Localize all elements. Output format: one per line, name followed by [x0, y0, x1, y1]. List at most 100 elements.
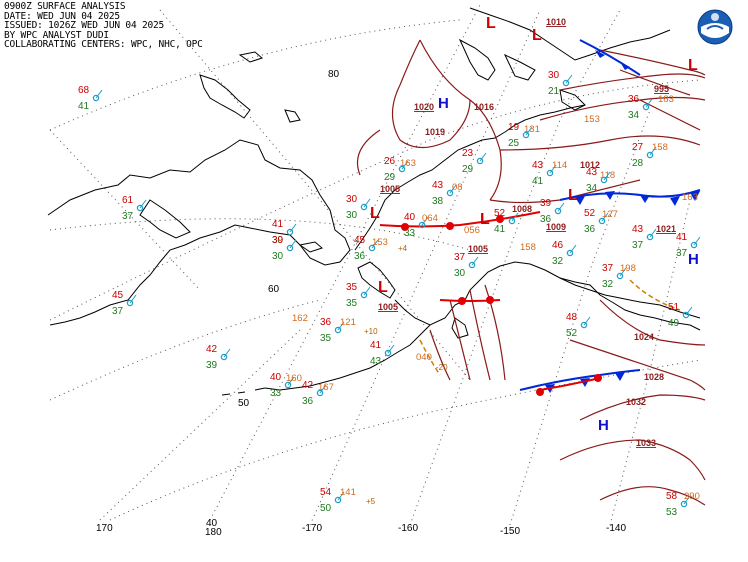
- station-circle: [646, 151, 654, 159]
- center-pressure-label: 1033: [636, 438, 656, 448]
- low-center: L: [486, 15, 496, 32]
- pressure-centers: H H H L L L L L L L: [370, 15, 699, 434]
- center-pressure-label: 1009: [546, 222, 566, 232]
- station-temperature: 40: [270, 372, 282, 383]
- station-temperature: 43: [532, 160, 544, 171]
- station-dewpoint: 37: [676, 248, 688, 259]
- station-temperature: 61: [122, 195, 134, 206]
- station-temperature: 35: [346, 282, 358, 293]
- isobar-label: 1016: [474, 102, 494, 112]
- station-dewpoint: 34: [628, 110, 640, 121]
- station-circle: [566, 249, 574, 257]
- tendency: +4: [398, 244, 408, 253]
- wind-barb: [511, 212, 519, 222]
- station-temperature: 48: [566, 312, 578, 323]
- station-dewpoint: 33: [404, 228, 416, 239]
- alaska-southwest: [394, 261, 701, 326]
- graticule: [49, 4, 701, 526]
- wrangel-island: [238, 51, 263, 63]
- station-circle: [368, 244, 376, 252]
- station-dewpoint: 41: [78, 101, 90, 112]
- wind-barb: [287, 376, 295, 386]
- lat-label: 40: [206, 518, 218, 529]
- station-temperature: 54: [320, 487, 332, 498]
- station-temperature: 42: [302, 380, 314, 391]
- station-dewpoint: 39: [206, 360, 218, 371]
- station-temperature: 43: [632, 224, 644, 235]
- pressure-code: 040: [416, 352, 432, 363]
- header-date: DATE: WED JUN 04 2025: [4, 10, 120, 22]
- wind-barb: [619, 267, 627, 277]
- wind-barb: [569, 244, 577, 254]
- station-circle: [646, 233, 654, 241]
- station-dewpoint: 50: [320, 503, 332, 514]
- low-center: L: [532, 27, 542, 44]
- station-circle: [136, 204, 144, 212]
- station-temperature: 58: [666, 491, 678, 502]
- station-circle: [446, 189, 454, 197]
- station-temperature: 68: [78, 85, 90, 96]
- wind-barb: [363, 286, 371, 296]
- lon-label: -150: [500, 526, 520, 537]
- station-dewpoint: 53: [666, 507, 678, 518]
- station-dewpoint: 52: [566, 328, 578, 339]
- station-temperature: 52: [584, 208, 596, 219]
- aleutians: [221, 387, 266, 396]
- station-circle: [522, 131, 530, 139]
- station-temperature: 41: [676, 232, 688, 243]
- wind-barb: [319, 384, 327, 394]
- lon-label: 170: [96, 523, 113, 534]
- station-circle: [286, 228, 294, 236]
- lat-label: 50: [238, 398, 250, 409]
- isobar-label: 1024: [634, 332, 654, 342]
- wind-barb: [549, 164, 557, 174]
- pressure-code: 163: [400, 158, 416, 169]
- station-temperature: 45: [354, 235, 366, 246]
- seward-peninsula: [357, 261, 396, 299]
- pressure-code: 153: [584, 114, 600, 125]
- station-dewpoint: 29: [384, 172, 396, 183]
- pressure-code: 158: [520, 242, 536, 253]
- header-analyst: BY WPC ANALYST DUDI: [4, 29, 109, 41]
- station-dewpoint: 28: [632, 158, 644, 169]
- station-dewpoint: 37: [112, 306, 124, 317]
- kodiak-island: [451, 317, 469, 339]
- wind-barb: [525, 126, 533, 136]
- station-temperature: 19: [508, 122, 520, 133]
- chukotka-coast: [199, 74, 251, 119]
- station-temperature: 36: [320, 317, 332, 328]
- station-circle: [92, 94, 100, 102]
- tendency: +5: [366, 497, 376, 506]
- station-temperature: 37: [454, 252, 466, 263]
- station-circle: [580, 321, 588, 329]
- canadian-archipelago: [458, 7, 671, 111]
- station-circle: [316, 389, 324, 397]
- station-dewpoint: 25: [508, 138, 520, 149]
- station-dewpoint: 33: [270, 388, 282, 399]
- pressure-code: 114: [552, 160, 567, 171]
- lat-label: 80: [328, 69, 340, 80]
- station-temperature: 52: [494, 208, 506, 219]
- high-center: H: [598, 417, 609, 434]
- pressure-codes: 162 121 160 167 141 153 064 056 158 114 …: [286, 94, 700, 502]
- center-pressure-label: 1005: [378, 302, 398, 312]
- wind-barb: [223, 348, 231, 358]
- pressure-code: 163: [682, 192, 698, 203]
- station-circle: [334, 326, 342, 334]
- station-dewpoint: 35: [320, 333, 332, 344]
- station-circle: [334, 496, 342, 504]
- cold-front-barbs: [545, 50, 700, 393]
- station-temperature: 27: [632, 142, 644, 153]
- station-temperature: 23: [462, 148, 474, 159]
- wind-barb: [685, 306, 693, 316]
- station-circle: [418, 221, 426, 229]
- station-circle: [562, 79, 570, 87]
- wind-barb: [649, 228, 657, 238]
- warm-front-bumps: [401, 215, 602, 396]
- wind-barb: [289, 223, 297, 233]
- station-temperature: 51: [668, 302, 680, 313]
- east-siberia-island: [284, 109, 301, 123]
- pressure-tendencies: +10 +5 -20 +4: [364, 244, 448, 506]
- station-circle: [284, 381, 292, 389]
- tendency: -20: [436, 363, 448, 372]
